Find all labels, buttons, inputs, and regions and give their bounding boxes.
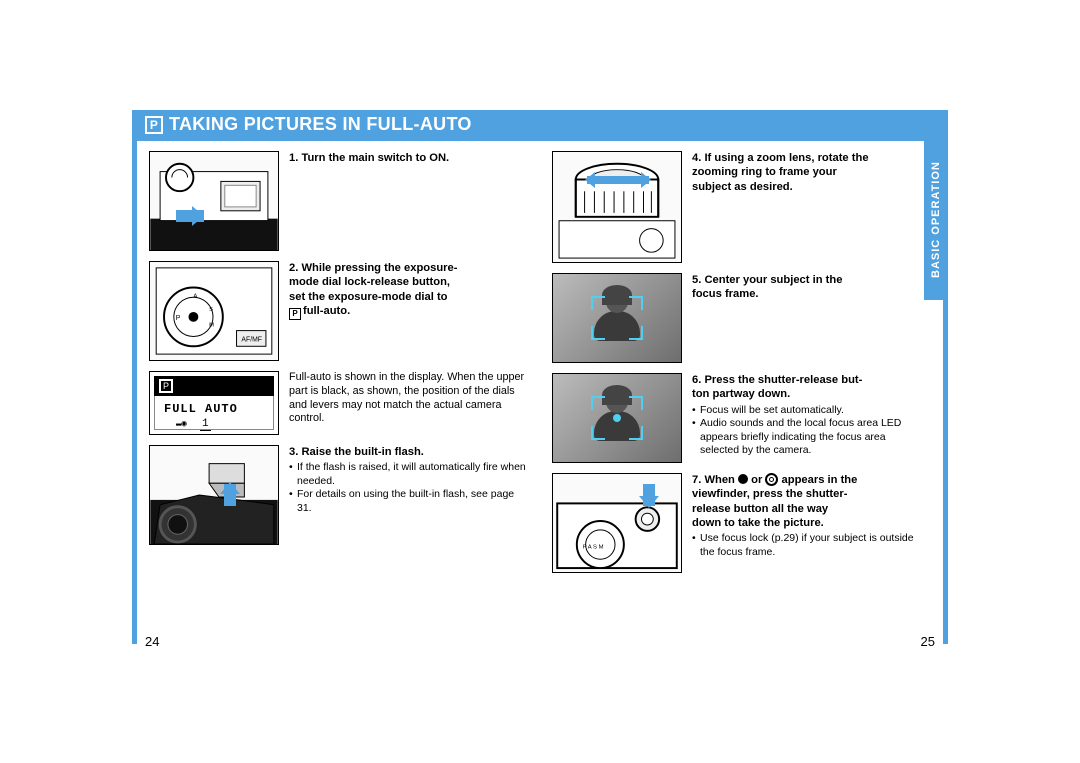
illustration-main-switch <box>149 151 279 251</box>
page-number-right: 25 <box>921 634 935 649</box>
two-page-spread: 1. Turn the main switch to ON. P A S M <box>137 141 943 645</box>
svg-text:AF/MF: AF/MF <box>241 336 262 343</box>
step-6-head: 6. Press the shutter-release but- ton pa… <box>692 373 915 402</box>
step-2-head: 2. While pressing the exposure- mode dia… <box>289 261 528 320</box>
manual-spread: P TAKING PICTURES IN FULL-AUTO BASIC OPE… <box>132 110 948 644</box>
step-4-head: 4. If using a zoom lens, rotate the zoom… <box>692 151 915 194</box>
svg-text:M: M <box>209 323 214 329</box>
svg-text:P A S M: P A S M <box>583 544 604 550</box>
step-5-head: 5. Center your subject in the focus fram… <box>692 273 915 302</box>
page-number-left: 24 <box>145 634 159 649</box>
step-3-notes: If the flash is raised, it will automati… <box>289 461 528 515</box>
program-mode-icon: P <box>145 116 163 134</box>
lcd-counter: ▬◉ 1 <box>176 418 211 430</box>
lcd-mode-text: FULL AUTO <box>164 402 238 416</box>
title-bar: P TAKING PICTURES IN FULL-AUTO <box>137 110 943 141</box>
step-6-notes: Focus will be set automatically. Audio s… <box>692 404 915 458</box>
step-3-head: 3. Raise the built-in flash. <box>289 445 528 459</box>
step-3-text: 3. Raise the built-in flash. If the flas… <box>289 445 528 545</box>
page-title: TAKING PICTURES IN FULL-AUTO <box>169 114 472 135</box>
step-7-notes: Use focus lock (p.29) if your subject is… <box>692 532 915 559</box>
right-page: 4. If using a zoom lens, rotate the zoom… <box>540 141 943 645</box>
illustration-flash <box>149 445 279 545</box>
illustration-focus-confirm <box>552 373 682 463</box>
step-5-text: 5. Center your subject in the focus fram… <box>692 273 915 363</box>
step-4: 4. If using a zoom lens, rotate the zoom… <box>552 151 915 263</box>
step-6: 6. Press the shutter-release but- ton pa… <box>552 373 915 463</box>
svg-text:A: A <box>193 293 197 299</box>
step-2-text: 2. While pressing the exposure- mode dia… <box>289 261 528 361</box>
step-4-text: 4. If using a zoom lens, rotate the zoom… <box>692 151 915 263</box>
step-7-head: 7. When or appears in the viewfinder, pr… <box>692 473 915 530</box>
step-5: 5. Center your subject in the focus fram… <box>552 273 915 363</box>
illustration-lcd: P FULL AUTO ▬◉ 1 <box>149 371 279 435</box>
focus-dot-icon <box>738 474 748 484</box>
lcd-note-text: Full-auto is shown in the display. When … <box>289 371 528 435</box>
program-mode-icon: P <box>289 308 301 320</box>
step-7: P A S M 7. When or appears in the viewfi… <box>552 473 915 573</box>
lcd-note: P FULL AUTO ▬◉ 1 Full-auto is shown in t… <box>149 371 528 435</box>
svg-text:P: P <box>176 315 181 322</box>
step-1: 1. Turn the main switch to ON. <box>149 151 528 251</box>
step-6-text: 6. Press the shutter-release but- ton pa… <box>692 373 915 463</box>
illustration-zoom-lens <box>552 151 682 263</box>
illustration-focus-frame <box>552 273 682 363</box>
step-1-text: 1. Turn the main switch to ON. <box>289 151 528 251</box>
lcd-mode-icon: P <box>159 379 173 393</box>
illustration-mode-dial: P A S M AF/MF <box>149 261 279 361</box>
step-7-text: 7. When or appears in the viewfinder, pr… <box>692 473 915 573</box>
svg-text:S: S <box>209 307 213 313</box>
illustration-shutter: P A S M <box>552 473 682 573</box>
step-1-head: 1. Turn the main switch to ON. <box>289 151 528 165</box>
step-2: P A S M AF/MF 2. While pressing the expo… <box>149 261 528 361</box>
step-3: 3. Raise the built-in flash. If the flas… <box>149 445 528 545</box>
focus-ring-icon <box>765 473 778 486</box>
left-page: 1. Turn the main switch to ON. P A S M <box>137 141 540 645</box>
